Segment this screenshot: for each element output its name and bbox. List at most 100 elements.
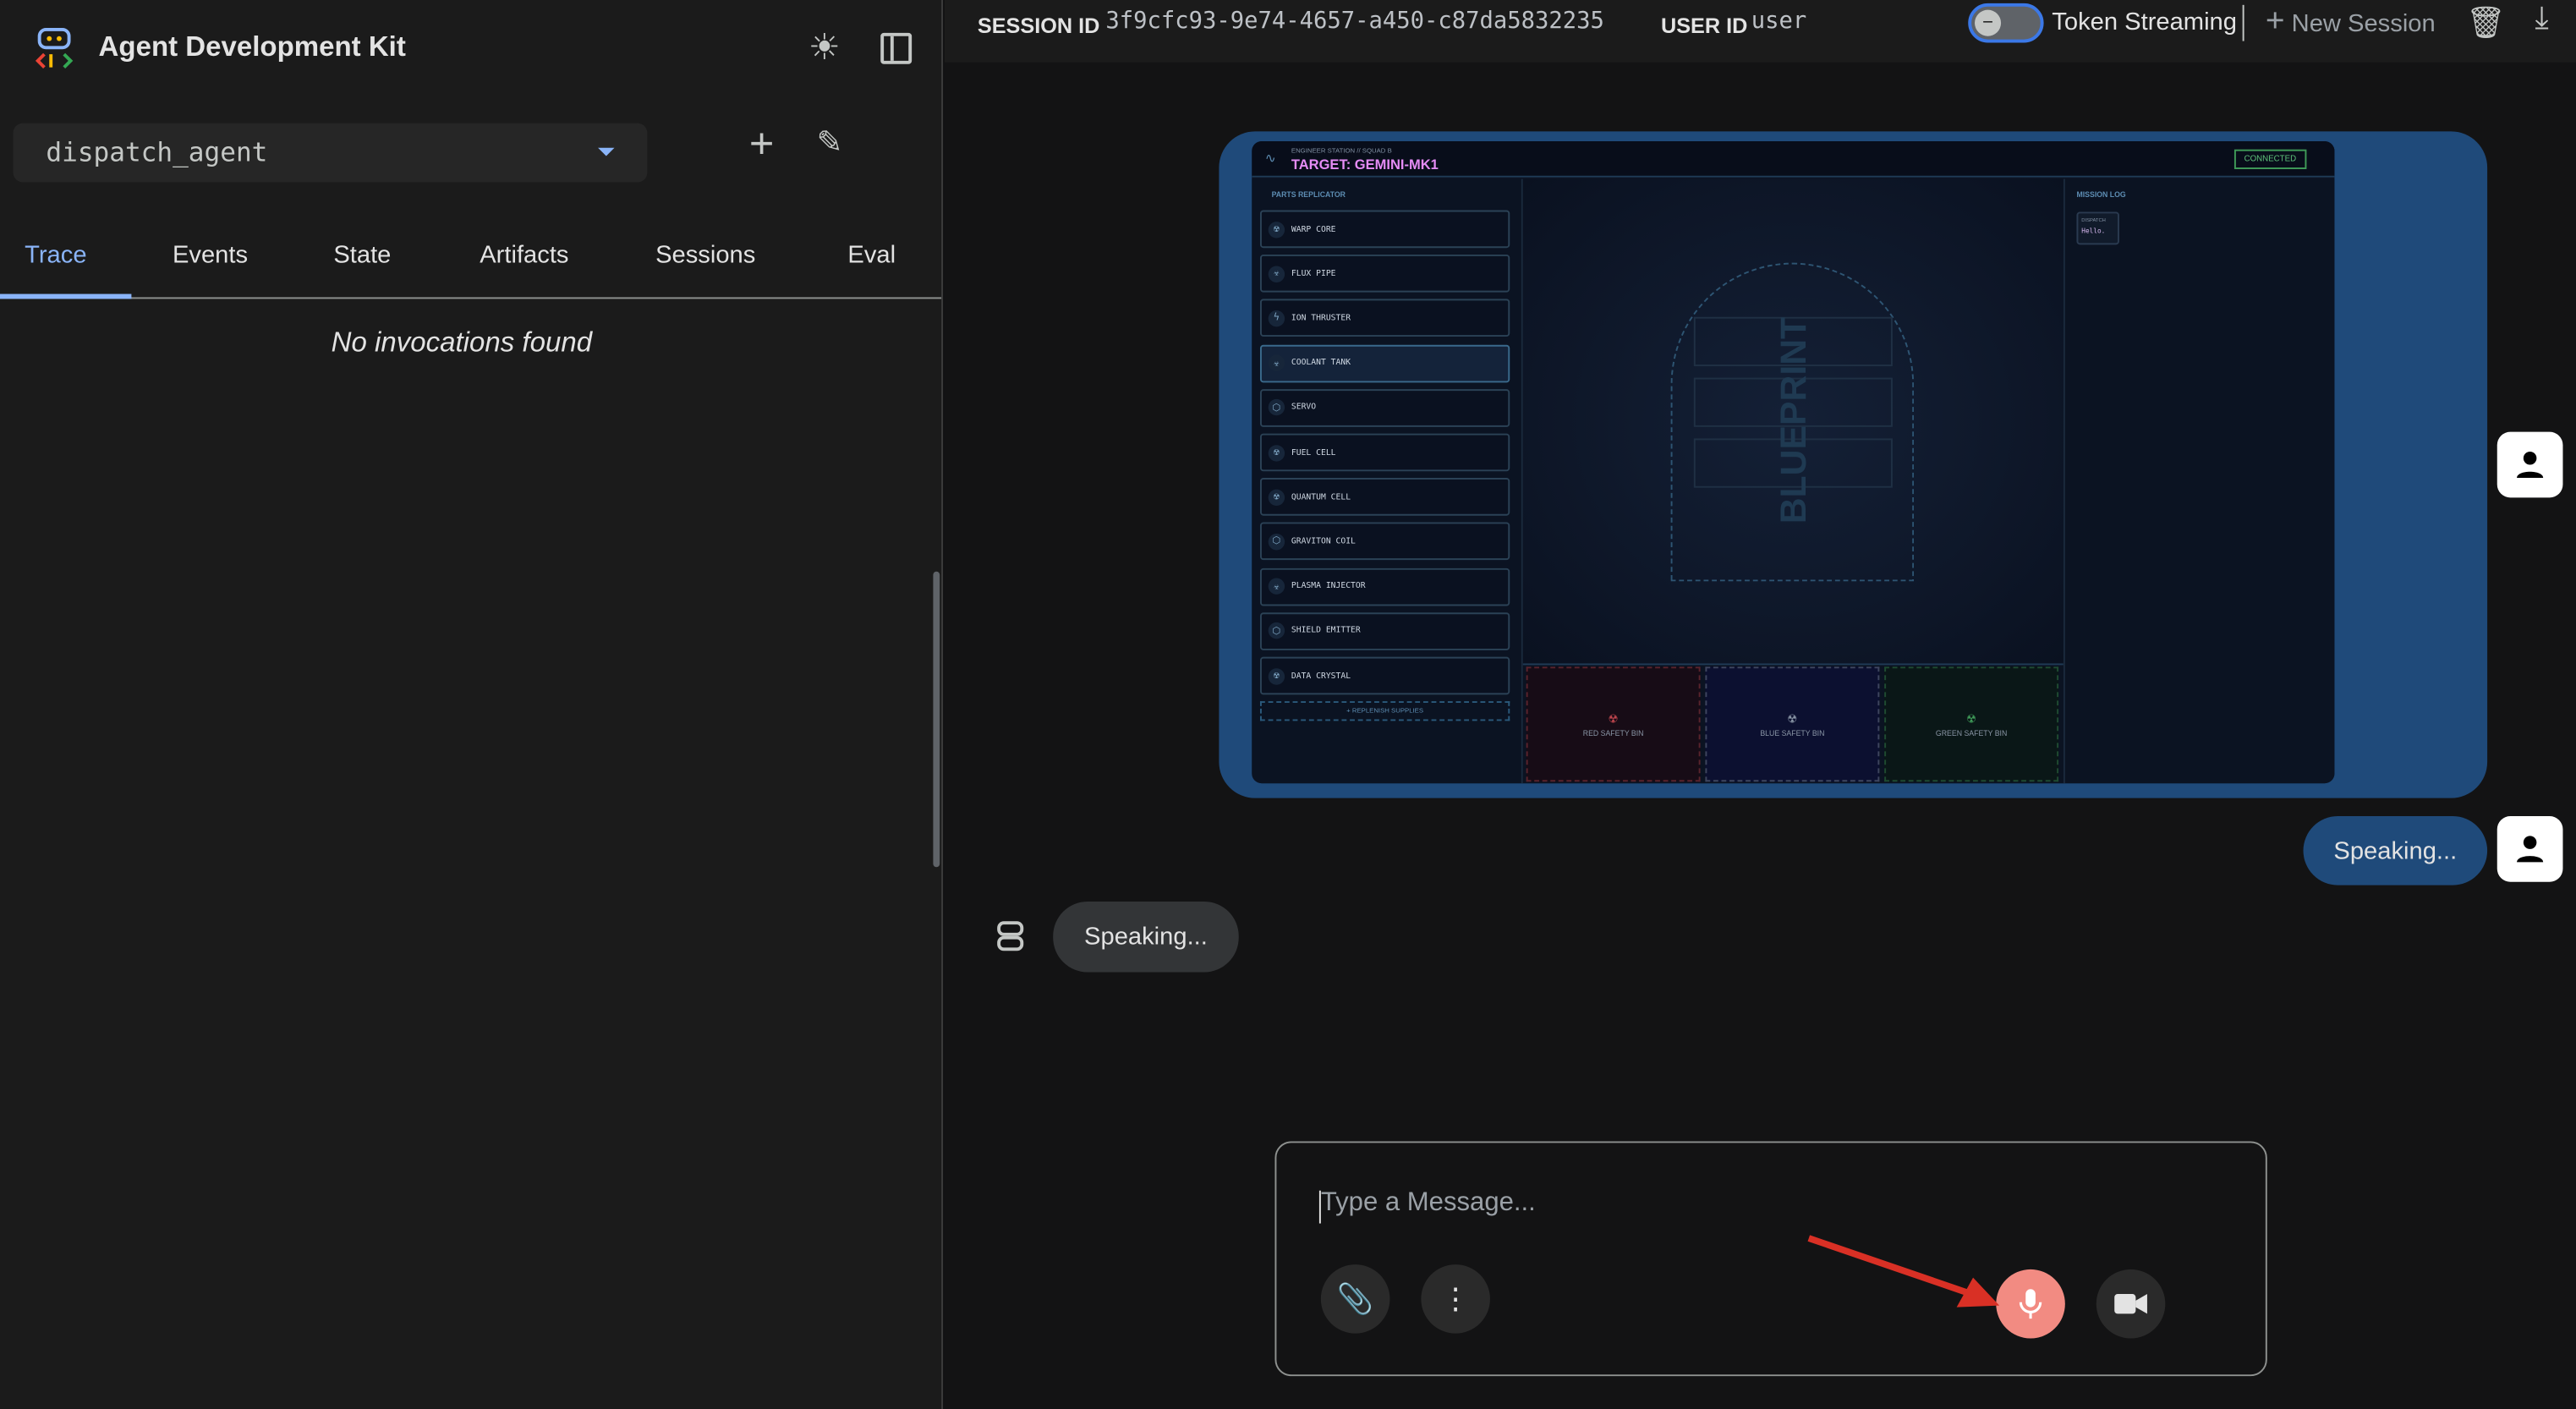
- dropdown-arrow-icon: [598, 147, 615, 156]
- video-camera-button[interactable]: [2096, 1269, 2166, 1339]
- user-id-label: USER ID: [1660, 13, 1748, 38]
- part-item[interactable]: ⬡ SHIELD EMITTER: [1259, 611, 1510, 650]
- pulse-icon: ∿: [1264, 151, 1276, 167]
- safety-bin[interactable]: ☢ BLUE SAFETY BIN: [1705, 666, 1880, 782]
- user-avatar: [2497, 816, 2563, 882]
- connected-badge: CONNECTED: [2233, 149, 2306, 169]
- edit-pencil-icon[interactable]: ✎: [816, 126, 843, 162]
- biohazard-icon: ☣: [1268, 578, 1285, 595]
- bin-label: BLUE SAFETY BIN: [1760, 728, 1825, 737]
- top-bar: [944, 0, 2576, 63]
- token-streaming-toggle[interactable]: –: [1968, 3, 2044, 43]
- tabs-divider: [0, 297, 942, 299]
- tab-eval[interactable]: Eval: [847, 241, 896, 270]
- tab-events[interactable]: Events: [172, 241, 249, 270]
- agent-speaking-bubble: Speaking...: [1053, 901, 1239, 973]
- part-item[interactable]: ⬡ GRAVITON COIL: [1259, 523, 1510, 561]
- part-label: ION THRUSTER: [1291, 313, 1351, 324]
- plus-icon: +: [2265, 3, 2285, 40]
- target-title: TARGET: GEMINI-MK1: [1291, 156, 1439, 173]
- blueprint-slot: [1693, 438, 1893, 488]
- agent-bot-icon: [995, 919, 1025, 952]
- part-label: FUEL CELL: [1291, 447, 1336, 458]
- agent-select[interactable]: dispatch_agent: [13, 123, 648, 183]
- collapse-sidebar-icon[interactable]: [880, 32, 913, 64]
- bin-label: RED SAFETY BIN: [1582, 728, 1644, 737]
- part-label: COOLANT TANK: [1291, 358, 1351, 369]
- blueprint-slot: [1693, 377, 1893, 427]
- bin-label: GREEN SAFETY BIN: [1935, 728, 2008, 737]
- part-item[interactable]: ☣ COOLANT TANK: [1259, 343, 1510, 382]
- part-label: QUANTUM CELL: [1291, 491, 1351, 502]
- safety-bin[interactable]: ☢ RED SAFETY BIN: [1526, 666, 1701, 782]
- biohazard-icon: ☣: [1268, 265, 1285, 282]
- session-id-label: SESSION ID: [977, 13, 1100, 38]
- biohazard-icon: ☣: [1268, 354, 1285, 372]
- tab-trace[interactable]: Trace: [25, 241, 87, 270]
- user-avatar: [2497, 431, 2563, 498]
- station-header: [1252, 140, 2335, 178]
- adk-logo-icon: [35, 28, 74, 70]
- empty-trace-message: No invocations found: [331, 326, 593, 359]
- attach-file-button[interactable]: 📎: [1320, 1264, 1390, 1334]
- text-cursor: [1318, 1190, 1321, 1224]
- user-id-value: user: [1751, 8, 1807, 35]
- replenish-supplies-button[interactable]: + REPLENISH SUPPLIES: [1259, 701, 1510, 721]
- part-label: SHIELD EMITTER: [1291, 626, 1361, 637]
- blueprint-watermark: BLUEPRINT: [1773, 316, 1814, 524]
- part-label: GRAVITON COIL: [1291, 536, 1356, 547]
- part-label: FLUX PIPE: [1291, 268, 1336, 279]
- safety-bin[interactable]: ☢ GREEN SAFETY BIN: [1884, 666, 2059, 782]
- station-label: ENGINEER STATION // SQUAD B: [1291, 145, 1392, 155]
- part-item[interactable]: ☢ WARP CORE: [1259, 210, 1510, 249]
- add-agent-button[interactable]: +: [748, 118, 775, 168]
- more-options-button[interactable]: ⋮: [1421, 1264, 1490, 1334]
- sidebar: Agent Development Kit ☀ dispatch_agent +…: [0, 0, 944, 1409]
- part-item[interactable]: ⬡ SERVO: [1259, 388, 1510, 427]
- part-item[interactable]: ☢ FUEL CELL: [1259, 433, 1510, 472]
- tab-sessions[interactable]: Sessions: [655, 241, 756, 270]
- agent-select-value: dispatch_agent: [46, 136, 268, 168]
- blueprint-area: [1522, 178, 2064, 664]
- active-tab-indicator: [0, 293, 132, 299]
- part-item[interactable]: ☣ FLUX PIPE: [1259, 255, 1510, 293]
- log-text: Hello.: [2081, 226, 2106, 235]
- radiation-icon: ☢: [1268, 444, 1285, 461]
- theme-toggle-sun-icon[interactable]: ☀: [808, 26, 841, 68]
- token-streaming-label: Token Streaming: [2052, 8, 2237, 36]
- blueprint-outline: [1670, 262, 1915, 582]
- annotation-arrow: [1807, 1235, 2000, 1308]
- log-entry: DISPATCH Hello.: [2076, 211, 2119, 245]
- download-icon[interactable]: ⤓: [2535, 1, 2549, 36]
- mission-log-title: MISSION LOG: [2076, 190, 2126, 199]
- blueprint-slot: [1693, 316, 1893, 366]
- part-label: PLASMA INJECTOR: [1291, 581, 1366, 592]
- parts-replicator-title: PARTS REPLICATOR: [1271, 190, 1346, 199]
- part-item[interactable]: ☢ DATA CRYSTAL: [1259, 656, 1510, 695]
- session-id-value: 3f9cfc93-9e74-4657-a450-c87da5832235: [1105, 8, 1604, 35]
- radiation-icon: ☢: [1268, 221, 1285, 238]
- cube-icon: ⬡: [1268, 533, 1285, 551]
- mission-log-panel: [2063, 178, 2335, 784]
- radiation-icon: ☢: [1787, 713, 1798, 726]
- radiation-icon: ☢: [1608, 713, 1619, 726]
- part-item[interactable]: ϟ ION THRUSTER: [1259, 299, 1510, 337]
- cube-icon: ⬡: [1268, 399, 1285, 416]
- part-label: DATA CRYSTAL: [1291, 671, 1351, 681]
- part-label: SERVO: [1291, 403, 1317, 413]
- app-title: Agent Development Kit: [98, 30, 406, 63]
- radiation-icon: ☢: [1268, 489, 1285, 506]
- new-session-button[interactable]: + New Session: [2266, 3, 2436, 41]
- sidebar-scrollbar[interactable]: [933, 571, 940, 868]
- new-session-label: New Session: [2291, 9, 2436, 38]
- cube-icon: ⬡: [1268, 622, 1285, 639]
- part-item[interactable]: ☢ QUANTUM CELL: [1259, 478, 1510, 517]
- microphone-button[interactable]: [1996, 1269, 2065, 1339]
- message-composer: Type a Message... 📎 ⋮: [1274, 1141, 2267, 1377]
- bolt-icon: ϟ: [1268, 310, 1285, 327]
- part-item[interactable]: ☣ PLASMA INJECTOR: [1259, 567, 1510, 606]
- delete-session-trash-icon[interactable]: 🗑: [2465, 6, 2506, 41]
- tab-state[interactable]: State: [333, 241, 392, 270]
- message-input[interactable]: Type a Message...: [1320, 1188, 1536, 1217]
- tab-artifacts[interactable]: Artifacts: [480, 241, 569, 270]
